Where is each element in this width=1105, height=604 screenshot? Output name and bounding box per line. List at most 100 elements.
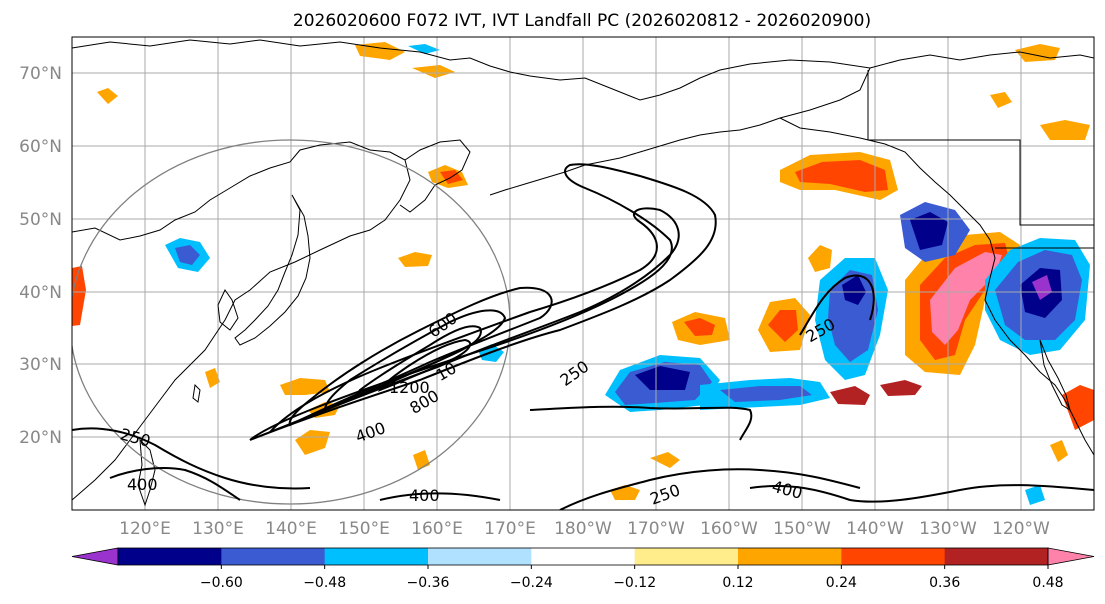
colorbar-segment — [428, 548, 532, 565]
pc-positive-patch-westpac-h — [650, 452, 680, 468]
colorbar-extend-min — [71, 547, 119, 566]
coastline-aleutians — [489, 164, 586, 196]
pc-positive-patch-arctic-b — [1040, 120, 1090, 140]
contour-label-400-c: 400 — [409, 486, 440, 505]
pc-negative-band-core — [720, 386, 812, 402]
colorbar-tick-label: −0.24 — [510, 575, 553, 591]
coastline-canada-arctic — [869, 51, 1094, 69]
colorbar-tick-label: −0.36 — [407, 575, 450, 591]
colorbar-tick-label: 0.36 — [929, 575, 960, 591]
coastline-gulf-alaska — [779, 117, 1094, 456]
colorbar-segment — [841, 548, 946, 565]
colorbar-tick-label: −0.12 — [613, 575, 656, 591]
colorbar-tick-label: 0.24 — [826, 575, 857, 591]
colorbar-ticks: −0.60 −0.48 −0.36 −0.24 −0.12 0.12 0.24 0.36 0.4… — [200, 565, 1064, 591]
lon-label-130e: 130°E — [192, 519, 244, 539]
pc-negative-patch-manchuria-core — [175, 245, 200, 265]
pc-negative-min-subtropics — [635, 366, 690, 390]
colorbar-segment — [944, 548, 1049, 565]
lat-label-70n: 70°N — [19, 64, 62, 84]
lon-label-130w: 130°W — [919, 519, 977, 539]
ivt-contour-600 — [288, 286, 553, 427]
lon-label-140e: 140°E — [265, 519, 317, 539]
pc-positive-patch-arctic-c — [990, 92, 1012, 108]
colorbar-segment — [531, 548, 636, 565]
colorbar-tick-label: 0.48 — [1032, 575, 1063, 591]
pc-negative-core-bc — [910, 212, 948, 250]
map-area: 1200 800 10 600 400 400 400 400 250 250 … — [72, 37, 1094, 510]
lat-label-30n: 30°N — [19, 355, 62, 375]
pc-positive-patch-westpac-d — [398, 252, 432, 267]
figure-title: 2026020600 F072 IVT, IVT Landfall PC (20… — [293, 11, 871, 31]
pc-shading — [72, 42, 1094, 505]
ivt-contour-250-east — [799, 274, 875, 336]
pc-positive-patch-central-a-core — [684, 318, 715, 336]
lon-label-160w: 160°W — [700, 519, 758, 539]
longitude-axis: 120°E 130°E 140°E 150°E 160°E 170°E 180°… — [119, 519, 1050, 539]
lon-label-150e: 150°E — [338, 519, 390, 539]
colorbar-tick-label: −0.60 — [200, 575, 243, 591]
colorbar-segment — [221, 548, 326, 565]
lat-label-60n: 60°N — [19, 137, 62, 157]
pc-positive-patch-central-c — [808, 245, 832, 272]
contour-label-400-b: 400 — [127, 475, 158, 494]
colorbar-segment — [118, 548, 222, 565]
colorbar-frame — [117, 547, 1049, 566]
pc-negative-min-offshore — [842, 275, 866, 305]
gridlines — [72, 37, 1094, 510]
pc-positive-patch-central-b-core — [768, 310, 798, 342]
ivt-contour-400-main — [269, 207, 680, 433]
colorbar-segments — [71, 547, 1095, 566]
pc-positive-patch-central-e — [830, 386, 870, 405]
lat-label-40n: 40°N — [19, 283, 62, 303]
coastline-philippines — [137, 438, 156, 507]
ivt-contour-1000 — [352, 325, 482, 401]
colorbar-extend-max — [1047, 547, 1095, 566]
coastline-korea — [217, 289, 239, 331]
pc-positive-patch-central-d — [880, 380, 922, 396]
pc-positive-patch-westpac-b — [295, 430, 330, 455]
colorbar-segment — [738, 548, 842, 565]
ivt-contour-1200 — [377, 338, 472, 392]
ivt-contour-400-sw — [109, 467, 241, 501]
pc-positive-patch-westpac-a — [280, 378, 330, 395]
lon-label-120e: 120°E — [119, 519, 171, 539]
pc-negative-extreme-inland — [1032, 275, 1052, 300]
lon-label-150w: 150°W — [773, 519, 831, 539]
contour-label-1200: 1200 — [389, 378, 430, 397]
pc-negative-patch-arctic — [408, 44, 440, 54]
pc-positive-core-gulf-alaska — [795, 160, 888, 192]
colorbar-segment — [634, 548, 739, 565]
ivt-contour-400-se — [749, 484, 1094, 503]
coastlines — [72, 39, 1094, 507]
pc-negative-core-offshore — [828, 270, 878, 362]
coastline-taiwan — [192, 383, 201, 403]
ivt-contour-250-mid — [529, 405, 753, 441]
coastline-baja — [1039, 339, 1071, 412]
pc-positive-patch-westpac-e — [205, 368, 220, 388]
latitude-axis: 70°N 60°N 50°N 40°N 30°N 20°N — [19, 64, 62, 448]
colorbar-tick-label: 0.12 — [722, 575, 753, 591]
ivt-contour-250-sw — [72, 427, 311, 490]
lat-label-20n: 20°N — [19, 428, 62, 448]
landfall-region-outline — [72, 139, 511, 505]
pc-negative-patch-mexico — [1025, 485, 1045, 505]
coastline-arctic-asia — [72, 39, 601, 85]
coastline-japan — [234, 194, 311, 346]
pc-positive-patch-mexico — [1062, 385, 1094, 430]
coastline-kamchatka — [399, 139, 471, 213]
colorbar-segment — [324, 548, 429, 565]
coastline-borders — [867, 70, 1094, 249]
lon-label-140w: 140°W — [846, 519, 904, 539]
colorbar-tick-label: −0.48 — [303, 575, 346, 591]
coastline-east-asia — [72, 141, 411, 501]
lon-label-160e: 160°E — [411, 519, 463, 539]
pc-positive-patch-mexico-b — [1050, 440, 1068, 462]
pc-positive-patch-arctic-e — [412, 65, 455, 78]
ivt-contour-250-south — [559, 468, 861, 510]
lon-label-170e: 170°E — [484, 519, 536, 539]
lon-label-180w: 180°W — [554, 519, 612, 539]
pc-positive-patch-arctic-f — [97, 88, 118, 104]
ivt-contour-400-south — [379, 492, 501, 501]
